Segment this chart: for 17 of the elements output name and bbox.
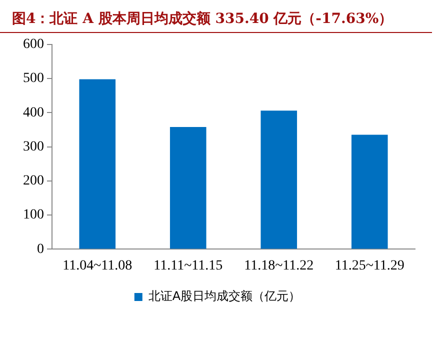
x-tick-label: 11.25~11.29	[334, 258, 404, 274]
y-tick-label: 500	[23, 71, 44, 86]
x-tick-label: 11.04~11.08	[62, 258, 132, 274]
bar	[79, 79, 116, 249]
y-tick-label: 400	[23, 105, 44, 120]
bar	[351, 134, 388, 249]
x-tick-label: 11.18~11.22	[244, 258, 314, 274]
chart-title: 图4：北证 A 股本周日均成交额 335.40 亿元（-17.63%）	[0, 0, 432, 33]
y-tick-label: 100	[23, 208, 44, 223]
y-tick-label: 600	[23, 37, 44, 52]
bar	[170, 127, 206, 249]
legend-label: 北证A股日均成交额（亿元）	[148, 289, 301, 304]
x-tick-label: 11.11~11.15	[154, 258, 223, 274]
bar	[260, 110, 298, 249]
y-tick-label: 200	[23, 174, 44, 189]
y-tick-label: 0	[37, 242, 44, 257]
y-tick-label: 300	[23, 139, 44, 154]
